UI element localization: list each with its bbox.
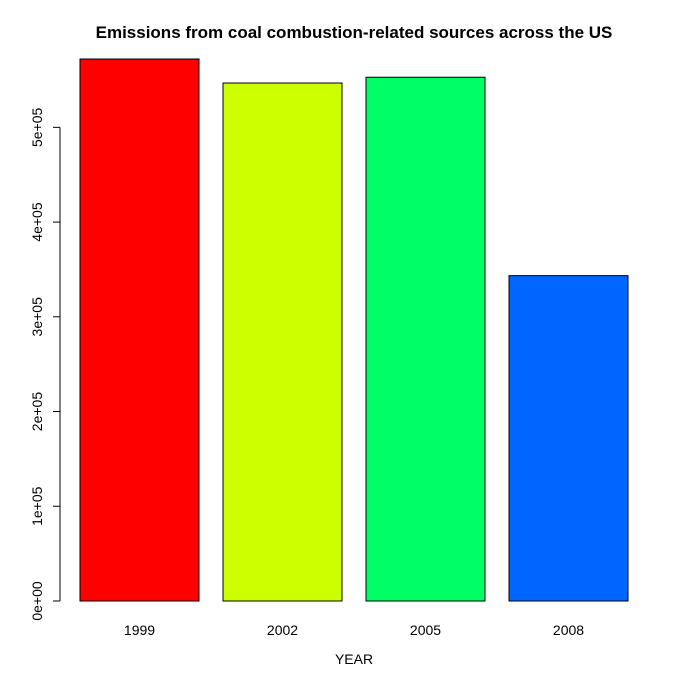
bar-1999 <box>79 58 200 602</box>
bar-2005 <box>365 76 486 602</box>
bar-2002 <box>222 82 343 602</box>
chart-title: Emissions from coal combustion-related s… <box>96 23 613 42</box>
x-tick-label-2008: 2008 <box>553 622 584 638</box>
y-tick-label: 2e+05 <box>29 392 45 432</box>
y-axis: 0e+00 1e+05 2e+05 3e+05 4e+05 5e+05 <box>29 107 61 621</box>
bar-2008 <box>508 275 629 602</box>
y-tick-label: 5e+05 <box>29 107 45 147</box>
y-tick-label: 0e+00 <box>29 581 45 621</box>
x-axis: 1999 2002 2005 2008 <box>124 622 584 638</box>
y-tick-label: 1e+05 <box>29 486 45 526</box>
x-axis-label: YEAR <box>335 651 373 667</box>
x-tick-label-2002: 2002 <box>267 622 298 638</box>
y-tick-label: 4e+05 <box>29 202 45 242</box>
x-tick-label-1999: 1999 <box>124 622 155 638</box>
x-tick-label-2005: 2005 <box>410 622 441 638</box>
bars-group <box>79 58 629 602</box>
y-tick-label: 3e+05 <box>29 297 45 337</box>
